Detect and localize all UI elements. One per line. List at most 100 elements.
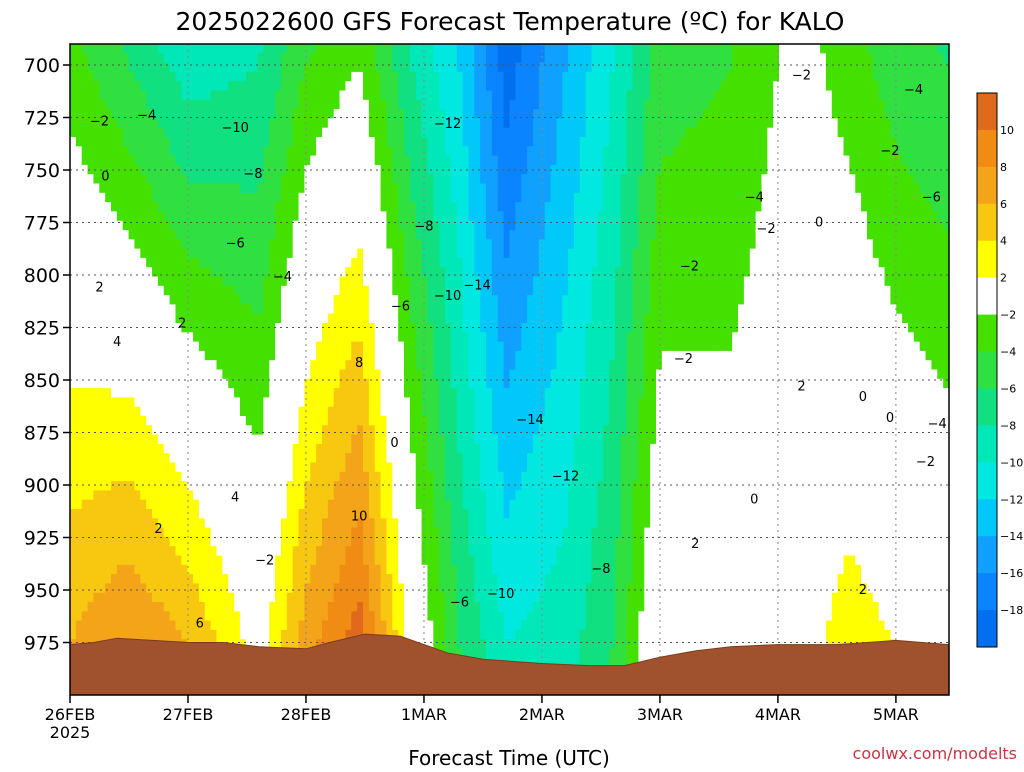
field-cell [157, 397, 165, 408]
field-cell [157, 81, 165, 92]
field-cell [462, 555, 470, 566]
field-cell [263, 574, 270, 584]
field-cell [99, 118, 106, 129]
field-cell [433, 239, 440, 250]
field-cell [222, 406, 229, 417]
field-cell [462, 471, 470, 482]
field-cell [134, 211, 141, 222]
field-cell [310, 202, 317, 212]
field-cell [380, 462, 388, 473]
field-cell [152, 611, 159, 622]
field-cell [480, 44, 487, 54]
field-cell [134, 137, 141, 147]
field-cell [122, 360, 130, 371]
field-cell [140, 546, 147, 557]
field-cell [169, 53, 177, 64]
field-cell [462, 267, 470, 278]
field-cell [134, 44, 141, 54]
field-cell [193, 592, 200, 603]
field-cell [146, 341, 153, 352]
field-cell [450, 602, 458, 612]
field-cell [380, 592, 388, 603]
field-cell [456, 81, 464, 92]
field-cell [409, 90, 417, 101]
field-cell [128, 183, 136, 194]
field-cell [474, 220, 481, 231]
field-cell [163, 155, 171, 166]
field-cell [310, 490, 317, 501]
field-cell [345, 99, 352, 110]
field-cell [175, 137, 182, 147]
field-cell [445, 174, 452, 185]
field-cell [228, 611, 235, 622]
field-cell [363, 62, 370, 73]
field-cell [99, 443, 106, 454]
field-cell [99, 267, 106, 278]
field-cell [198, 490, 206, 501]
field-cell [122, 81, 130, 92]
field-cell [169, 118, 177, 129]
field-cell [327, 239, 335, 250]
field-cell [239, 146, 247, 157]
field-cell [263, 397, 270, 408]
field-cell [304, 81, 311, 92]
field-cell [427, 285, 434, 296]
field-cell [380, 71, 388, 82]
field-cell [404, 629, 411, 640]
field-cell [298, 406, 305, 417]
field-cell [116, 146, 124, 157]
field-cell [409, 341, 417, 352]
field-cell [450, 230, 458, 240]
field-cell [175, 118, 182, 129]
field-cell [333, 397, 341, 408]
field-cell [228, 536, 235, 547]
field-cell [263, 295, 270, 305]
field-cell [187, 257, 194, 268]
field-cell [409, 583, 417, 594]
field-cell [269, 406, 276, 417]
field-cell [415, 304, 423, 315]
field-cell [239, 425, 247, 436]
field-cell [275, 499, 282, 510]
field-cell [310, 453, 317, 464]
field-cell [298, 564, 305, 575]
field-cell [275, 369, 282, 380]
field-cell [116, 127, 124, 138]
field-cell [75, 267, 83, 278]
field-cell [404, 378, 411, 389]
field-cell [415, 499, 423, 510]
field-cell [234, 388, 241, 398]
field-cell [210, 546, 218, 557]
field-cell [146, 137, 153, 147]
field-cell [81, 192, 89, 203]
field-cell [75, 555, 83, 566]
field-cell [210, 471, 218, 482]
field-cell [222, 239, 229, 250]
field-cell [75, 220, 83, 231]
field-cell [198, 602, 206, 612]
field-cell [321, 81, 329, 92]
field-cell [409, 499, 417, 510]
field-cell [316, 509, 323, 519]
field-cell [216, 332, 223, 343]
field-cell [415, 71, 423, 82]
field-cell [93, 416, 100, 426]
field-cell [445, 99, 452, 110]
field-cell [404, 425, 411, 436]
field-cell [204, 192, 212, 203]
field-cell [368, 313, 376, 324]
field-cell [439, 509, 446, 519]
field-cell [93, 481, 100, 491]
field-cell [70, 350, 77, 361]
field-cell [245, 602, 253, 612]
field-cell [421, 518, 429, 529]
field-cell [321, 202, 329, 212]
field-cell [363, 285, 370, 296]
field-cell [198, 546, 206, 557]
field-cell [345, 174, 352, 185]
field-cell [187, 350, 194, 361]
field-cell [257, 564, 264, 575]
field-cell [363, 453, 370, 464]
field-cell [269, 146, 276, 157]
field-cell [210, 378, 218, 389]
